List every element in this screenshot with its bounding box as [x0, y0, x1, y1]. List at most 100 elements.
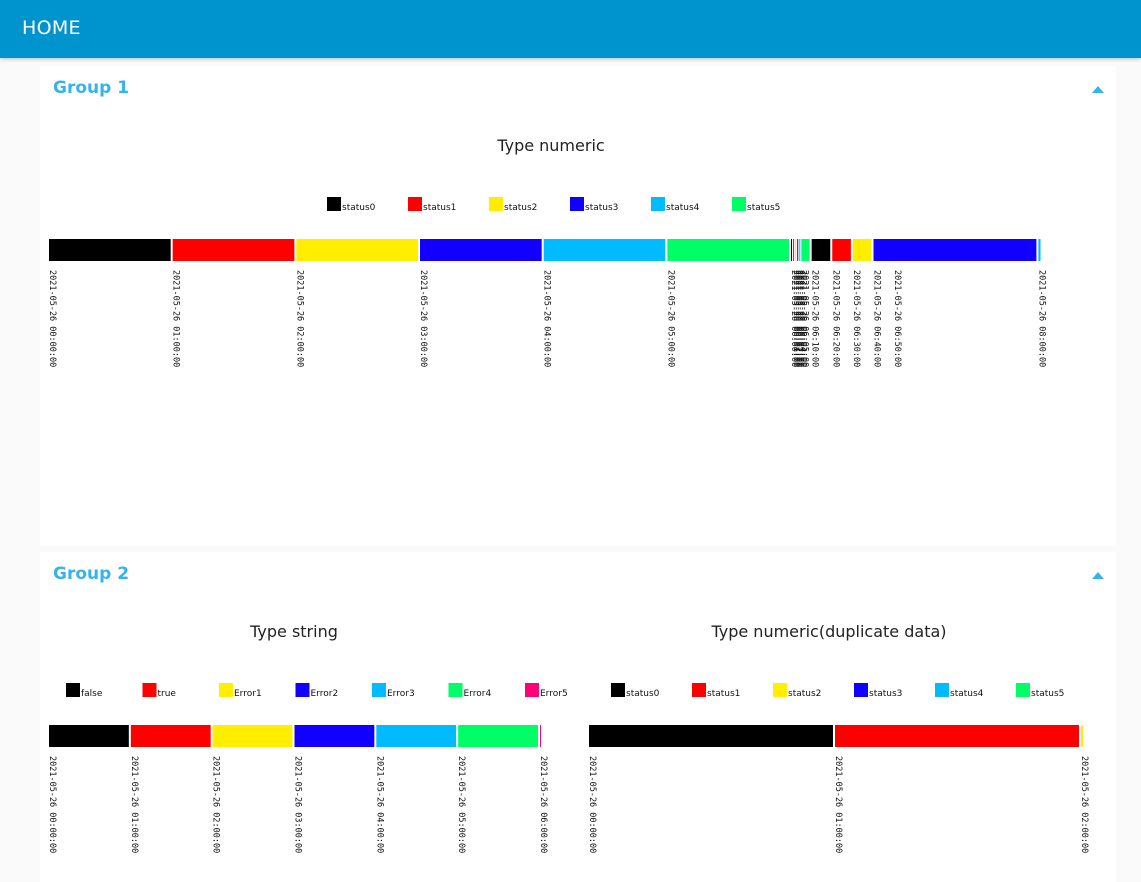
- timeline-segment: [811, 239, 831, 261]
- tick-label: 2021-05-26 06:20:00: [830, 270, 840, 367]
- timeline-segment: [376, 725, 457, 747]
- tick-label: 2021-05-26 01:00:00: [171, 270, 181, 367]
- tick-label: 2021-05-26 06:04:00: [797, 270, 807, 367]
- timeline-segment: [420, 239, 542, 261]
- tick-label: 2021-05-26 03:00:00: [293, 756, 303, 853]
- tick-label: 2021-05-26 05:00:00: [456, 756, 466, 853]
- legend-label: status0: [626, 689, 660, 699]
- tick-label: 2021-05-26 01:00:00: [129, 756, 139, 853]
- timeline-chart-type-string: Type string false true Error1 Error2 Error3 Er…: [47, 616, 568, 856]
- timeline-segment: [543, 239, 666, 261]
- legend-swatch: [372, 683, 386, 697]
- tick-label: 2021-05-26 02:00:00: [1079, 756, 1089, 853]
- tick-label: 2021-05-26 00:00:00: [587, 756, 597, 853]
- timeline-segment: [801, 239, 810, 261]
- tick-label: 2021-05-26 06:00:00: [789, 270, 799, 367]
- legend-swatch: [327, 197, 341, 211]
- tick-label: 2021-05-26 06:40:00: [871, 270, 881, 367]
- chart-title: Type numeric: [496, 136, 604, 155]
- timeline-svg: Type numeric(duplicate data) status0 statu…: [587, 622, 1089, 853]
- collapse-arrow-icon[interactable]: [1092, 86, 1104, 93]
- timeline-segment: [799, 239, 801, 261]
- timeline-segment: [212, 725, 293, 747]
- top-bar: HOME: [0, 0, 1141, 58]
- timeline-segment: [130, 725, 211, 747]
- group-title[interactable]: Group 1: [53, 78, 130, 98]
- legend-swatch: [489, 197, 503, 211]
- legend-label: status1: [707, 689, 740, 699]
- timeline-segment: [458, 725, 538, 747]
- legend-swatch: [651, 197, 665, 211]
- timeline-segment: [667, 239, 790, 261]
- timeline-segment: [852, 239, 872, 261]
- legend-label: status2: [504, 203, 537, 213]
- group-2-panel: Group 2 Type string false true Error1 Error2…: [40, 552, 1116, 882]
- tick-label: 2021-05-26 06:30:00: [851, 270, 861, 367]
- legend-swatch: [66, 683, 80, 697]
- timeline-segment: [296, 239, 419, 261]
- tick-label: 2021-05-26 06:50:00: [892, 270, 902, 367]
- legend-label: status3: [585, 203, 618, 213]
- legend-label: status5: [1031, 689, 1064, 699]
- tick-label: 2021-05-26 04:00:00: [542, 270, 552, 367]
- tick-label: 2021-05-26 04:00:00: [374, 756, 384, 853]
- timeline-segment: [791, 239, 793, 261]
- tick-label: 2021-05-26 06:01:00: [791, 270, 801, 367]
- legend-label: status3: [869, 689, 902, 699]
- timeline-segment: [795, 239, 797, 261]
- legend-label: Error3: [387, 689, 415, 699]
- timeline-segment: [1081, 725, 1084, 747]
- timeline-segment: [835, 725, 1079, 747]
- group-title[interactable]: Group 2: [53, 564, 130, 584]
- legend-label: status4: [950, 689, 984, 699]
- legend-label: status0: [342, 203, 376, 213]
- legend-swatch: [448, 683, 463, 697]
- timeline-segment: [873, 239, 1037, 261]
- tick-label: 2021-05-26 02:00:00: [211, 756, 221, 853]
- timeline-segment: [1038, 239, 1041, 261]
- legend-swatch: [408, 197, 422, 211]
- legend-swatch: [570, 197, 584, 211]
- timeline-chart-type-numeric: Type numeric status0 status1 status2 status3…: [47, 130, 1069, 390]
- group-1-panel: Group 1 Type numeric status0 status1 status…: [40, 66, 1116, 546]
- tick-label: 2021-05-26 06:10:00: [810, 270, 820, 367]
- timeline-segment: [832, 239, 851, 261]
- timeline-segment: [294, 725, 375, 747]
- tick-label: 2021-05-26 08:00:00: [1036, 270, 1046, 367]
- tick-label: 2021-05-26 02:00:00: [294, 270, 304, 367]
- collapse-arrow-icon[interactable]: [1092, 572, 1104, 579]
- legend-swatch: [611, 683, 625, 697]
- legend-label: status2: [788, 689, 821, 699]
- legend-label: status4: [666, 203, 700, 213]
- legend-swatch: [854, 683, 868, 697]
- timeline-svg: Type string false true Error1 Error2 Error3 Er…: [47, 622, 568, 853]
- tick-label: 2021-05-26 03:00:00: [418, 270, 428, 367]
- timeline-segment: [172, 239, 295, 261]
- tick-label: 2021-05-26 06:05:00: [799, 270, 809, 367]
- timeline-segment: [49, 725, 129, 747]
- tick-label: 2021-05-26 06:02:00: [793, 270, 803, 367]
- legend-label: Error5: [540, 689, 568, 699]
- legend-swatch: [732, 197, 746, 211]
- legend-label: true: [158, 689, 177, 699]
- legend-swatch: [1016, 683, 1030, 697]
- tick-label: 2021-05-26 00:00:00: [47, 756, 57, 853]
- timeline-svg: Type numeric status0 status1 status2 status3…: [47, 136, 1046, 367]
- legend-label: Error1: [234, 689, 262, 699]
- tick-label: 2021-05-26 06:03:00: [795, 270, 805, 367]
- tick-label: 2021-05-26 06:00:00: [538, 756, 548, 853]
- timeline-segment: [589, 725, 833, 747]
- legend-swatch: [692, 683, 706, 697]
- legend-label: status1: [423, 203, 456, 213]
- chart-title: Type numeric(duplicate data): [710, 622, 946, 641]
- page-title: HOME: [22, 17, 81, 39]
- tick-label: 2021-05-26 00:00:00: [47, 270, 57, 367]
- timeline-segment: [793, 239, 795, 261]
- legend-label: Error4: [464, 689, 492, 699]
- legend-label: Error2: [311, 689, 339, 699]
- legend-swatch: [219, 683, 233, 697]
- legend-swatch: [142, 683, 157, 697]
- legend-swatch: [773, 683, 787, 697]
- timeline-segment: [49, 239, 171, 261]
- timeline-segment: [540, 725, 541, 747]
